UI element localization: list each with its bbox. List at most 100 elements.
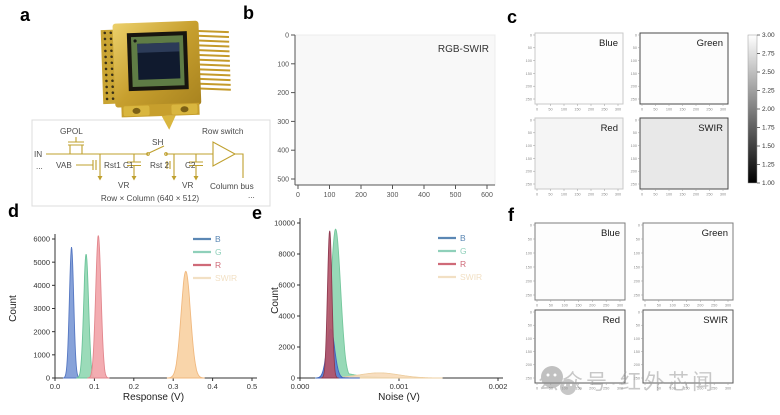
x-tick-label: 600 [481,192,493,199]
label-c2: C2 [185,161,196,170]
mini-y-tick-label: 0 [635,33,637,37]
mini-y-tick-label: 200 [634,279,640,283]
label-gpol: GPOL [60,127,83,136]
y-tick-label: 2000 [33,327,50,336]
mini-y-tick-label: 0 [638,310,640,314]
sh-post-left [146,152,150,156]
y-tick-label: 100 [277,61,289,68]
pin [194,29,229,34]
mini-x-tick-label: 0 [536,108,538,112]
mini-y-tick-label: 150 [526,72,532,76]
pin-hole [109,31,113,35]
mini-x-tick-label: 250 [711,304,717,308]
mini-image-panel [642,309,734,384]
mini-panel-label: Green [697,38,723,49]
mini-x-tick-label: 300 [615,108,621,112]
panel-label-c: c [507,7,518,27]
panel-label-f: f [508,205,514,225]
pin-hole [110,61,114,65]
wechat-bubble-large [541,366,563,388]
pin-strip-left [100,29,118,105]
mini-y-tick-label: 250 [526,97,532,101]
circuit-box [31,119,271,207]
colorbar-tick-label: 2.00 [762,106,775,113]
mini-x-tick-label: 250 [603,304,609,308]
mini-x-tick-label: 0 [644,387,646,391]
mini-x-tick-label: 0 [536,387,538,391]
mini-x-tick-label: 150 [683,304,689,308]
mini-y-tick-label: 100 [526,337,532,341]
mini-x-tick-label: 0 [536,193,538,197]
label-rst1: Rst1 [104,161,121,170]
mini-y-tick-label: 50 [528,46,532,50]
label-column-bus: Column bus [210,182,254,191]
pin [194,34,230,38]
pin-hole [111,91,115,95]
pin-hole [111,97,115,101]
pin-hole [110,49,113,53]
mini-panel-label: Red [601,123,618,134]
colorbar-tick-label: 1.75 [762,125,775,132]
mini-x-tick-label: 100 [561,304,567,308]
mini-y-tick-label: 250 [634,293,640,297]
label-in: IN [34,150,42,159]
x-tick-label: 0.001 [390,382,409,391]
panel-e-noise-histogram: 0 2000 4000 6000 8000 10000 0.000 0.001 0.002 Noi… [270,218,507,403]
mini-x-tick-label: 200 [697,304,703,308]
watermark-text: 公众号·红外芯闻 [538,371,716,394]
legend-label-SWIR: SWIR [460,272,482,282]
pin-hole [105,79,108,83]
y-tick-label: 6000 [278,281,295,290]
pin [195,58,230,62]
mini-x-tick-label: 200 [589,304,595,308]
label-dots-left: ... [36,162,43,171]
mini-x-tick-label: 300 [617,304,623,308]
pin-hole [103,43,107,47]
y-tick-label: 0 [46,374,50,383]
mini-y-tick-label: 100 [631,59,637,63]
mini-x-tick-label: 300 [725,387,731,391]
mini-x-tick-label: 0 [641,193,643,197]
pin-hole [111,85,114,89]
pin-hole [110,55,113,59]
colorbar-tick-label: 3.00 [762,32,775,39]
mini-y-tick-label: 200 [631,170,637,174]
mini-x-tick-label: 50 [653,108,657,112]
mini-y-tick-label: 200 [634,363,640,367]
mini-y-tick-label: 100 [634,251,640,255]
pin [195,53,230,58]
mini-y-tick-label: 150 [634,350,640,354]
center-tab [161,115,176,130]
x-tick-label: 0 [296,192,300,199]
mini-y-tick-label: 150 [526,157,532,161]
pin [196,73,231,77]
y-tick-label: 1000 [33,350,50,359]
mini-x-tick-label: 200 [589,387,595,391]
legend-label-B: B [215,234,221,244]
mini-x-tick-label: 150 [574,193,580,197]
image-area [294,34,496,186]
chip-package [100,20,231,130]
mini-y-tick-label: 250 [631,182,637,186]
colorbar-tick-label: 1.25 [762,162,775,169]
y-tick-label: 2000 [278,343,295,352]
mini-y-tick-label: 100 [526,144,532,148]
mini-y-tick-label: 100 [526,59,532,63]
panel-c-maps: Blue 0 50 100 150 200 250 0 50 100 150 200 250 300 Gre… [526,32,775,197]
mini-image-panel [642,222,734,301]
y-tick-label: 4000 [33,281,50,290]
x-tick-label: 0.1 [89,382,99,391]
pin [196,82,231,86]
mini-y-tick-label: 250 [526,376,532,380]
x-tick-label: 0.2 [129,382,139,391]
sh-switch-lever [148,145,165,154]
colorbar-tick-label: 2.50 [762,69,775,76]
mini-x-tick-label: 300 [720,108,726,112]
wechat-eye [553,373,557,377]
mini-x-tick-label: 250 [706,193,712,197]
pin [195,39,230,43]
mini-x-tick-label: 50 [657,387,661,391]
mini-x-tick-label: 100 [666,193,672,197]
hist-series-R [320,230,339,379]
y-tick-label: 500 [277,177,289,184]
